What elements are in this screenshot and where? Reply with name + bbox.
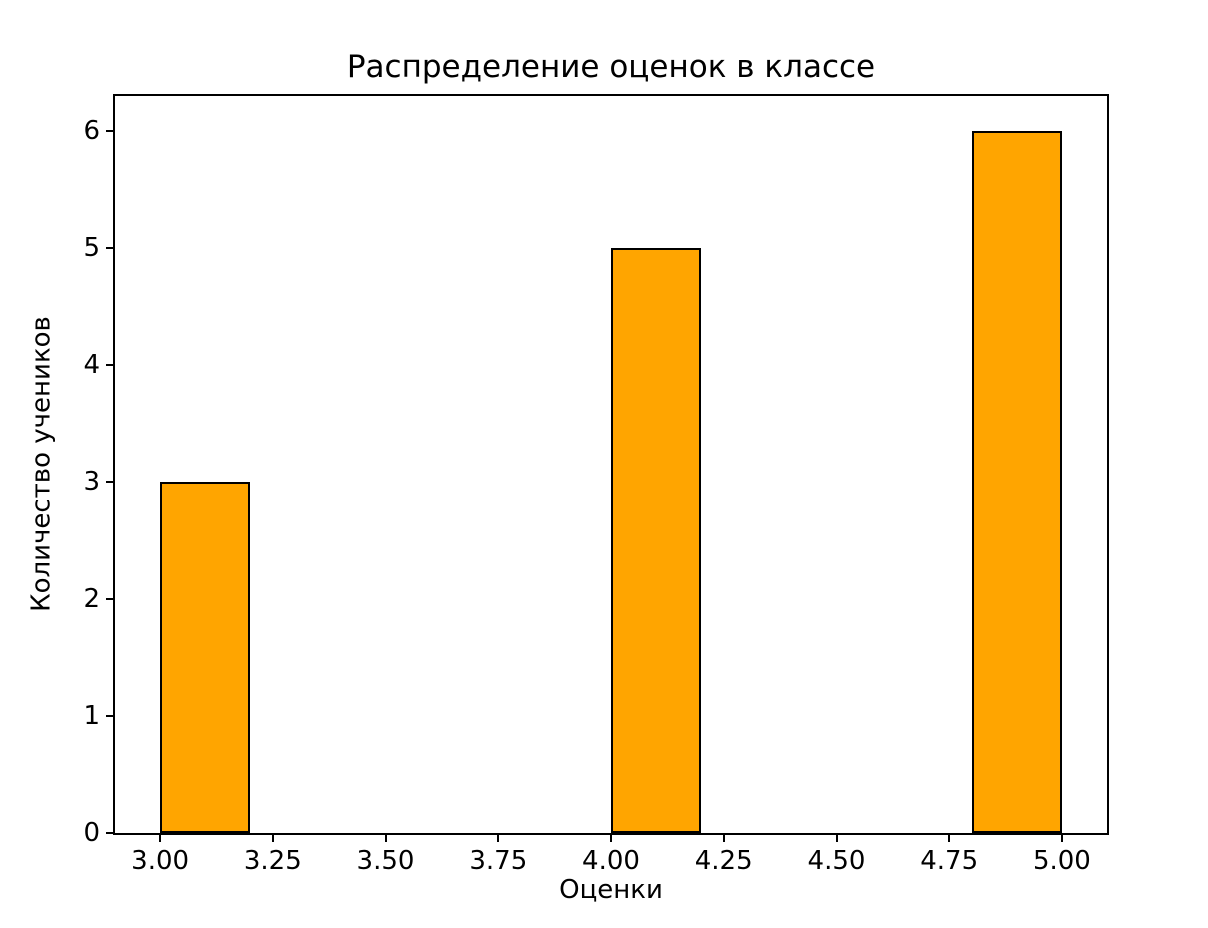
y-tick [106, 481, 113, 483]
bar [611, 248, 702, 833]
x-tick-label: 3.75 [469, 846, 528, 876]
y-tick-label: 0 [83, 818, 100, 848]
x-tick-label: 3.25 [243, 846, 302, 876]
y-tick [106, 598, 113, 600]
x-tick-label: 4.50 [807, 846, 866, 876]
chart-title: Распределение оценок в классе [346, 49, 876, 85]
y-tick [106, 832, 113, 834]
y-tick-label: 6 [83, 116, 100, 147]
x-tick [497, 835, 500, 842]
plot-area [113, 94, 1109, 835]
x-tick-label: 4.75 [920, 846, 979, 876]
x-tick-label: 3.00 [131, 846, 190, 876]
x-tick-label: 4.00 [582, 846, 640, 876]
x-tick [610, 835, 612, 842]
y-tick [106, 247, 113, 250]
x-tick [722, 835, 725, 842]
y-tick-label: 1 [83, 701, 100, 731]
y-tick [106, 715, 113, 717]
bar [160, 482, 251, 833]
y-tick [106, 364, 113, 367]
x-tick-label: 5.00 [1032, 846, 1091, 876]
y-tick [106, 130, 113, 133]
x-axis-label: Оценки [559, 875, 663, 905]
x-tick-label: 3.50 [356, 846, 415, 876]
x-tick [271, 835, 274, 842]
x-tick-label: 4.25 [694, 846, 753, 876]
bar [971, 131, 1062, 833]
x-tick [1060, 835, 1063, 842]
y-tick-label: 3 [83, 467, 100, 497]
x-tick [948, 835, 951, 842]
y-axis-label: Количество учеников [26, 316, 57, 612]
x-tick [384, 835, 387, 842]
y-tick-label: 5 [83, 233, 100, 264]
y-tick-label: 2 [83, 584, 100, 614]
x-tick [159, 835, 162, 842]
y-tick-label: 4 [83, 350, 100, 381]
x-tick [835, 835, 838, 842]
